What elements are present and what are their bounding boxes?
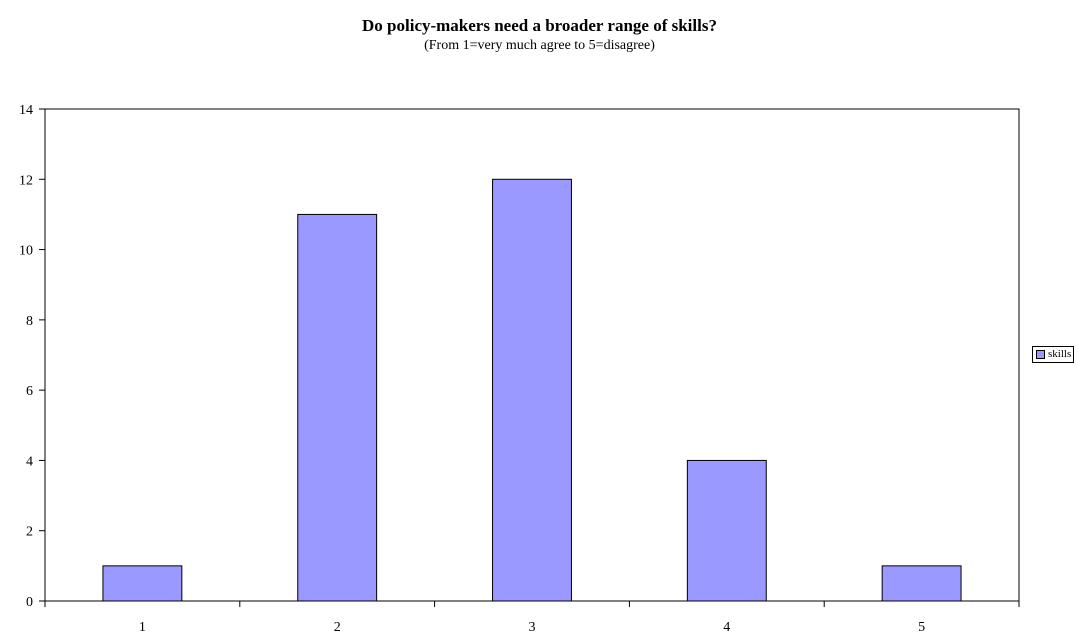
y-tick-label: 6: [26, 384, 33, 399]
y-tick-label: 0: [26, 595, 33, 610]
bar-2: [297, 213, 378, 602]
chart-title: Do policy-makers need a broader range of…: [362, 16, 717, 35]
bar-3: [492, 178, 572, 602]
x-tick-label: 1: [139, 620, 146, 635]
x-tick-label: 5: [918, 620, 925, 635]
y-tick-label: 4: [26, 454, 33, 469]
bar-4: [686, 459, 767, 602]
y-tick-label: 14: [19, 103, 33, 118]
bar-1: [102, 565, 183, 602]
x-tick-label: 2: [334, 620, 341, 635]
legend: skills: [1032, 346, 1075, 363]
legend-label: skills: [1048, 348, 1072, 360]
x-tick-label: 4: [723, 620, 730, 635]
chart-subtitle: (From 1=very much agree to 5=disagree): [424, 38, 655, 53]
legend-swatch: [1036, 350, 1045, 359]
y-tick-label: 10: [19, 244, 33, 259]
bar-5: [881, 565, 962, 602]
y-tick-label: 8: [26, 314, 33, 329]
y-tick-label: 12: [19, 173, 33, 188]
x-tick-label: 3: [529, 620, 536, 635]
y-tick-label: 2: [26, 525, 33, 540]
